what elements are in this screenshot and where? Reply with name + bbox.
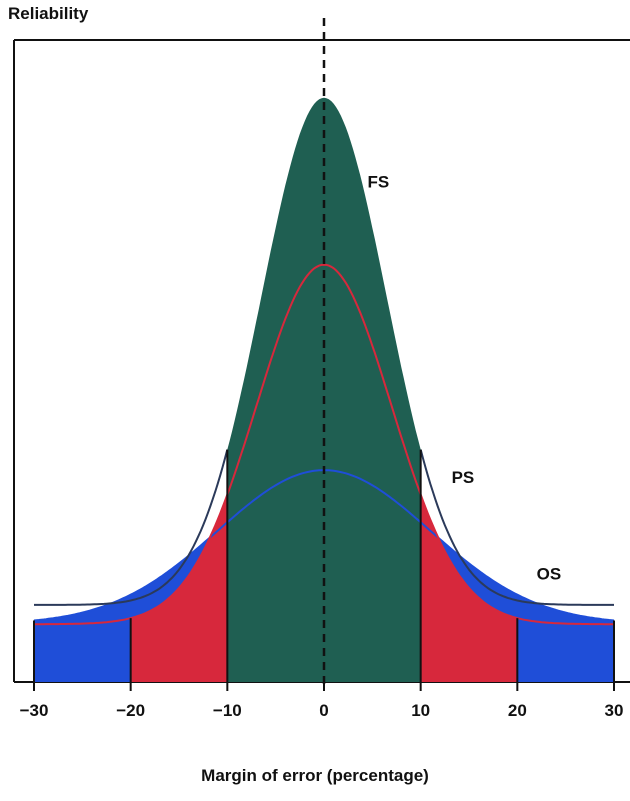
x-tick-label: 30: [605, 701, 624, 720]
x-tick-label: −30: [20, 701, 49, 720]
x-tick-layer: −30 −20 −10 0 10 20 30: [20, 682, 624, 720]
x-tick-label: 0: [319, 701, 328, 720]
series-label-os: OS: [537, 564, 562, 583]
x-tick-label: −10: [213, 701, 242, 720]
y-axis-label: Reliability: [8, 4, 89, 23]
curve-fs-right-tail: [419, 449, 614, 606]
x-tick-label: 10: [411, 701, 430, 720]
curve-fs-left-tail: [34, 449, 229, 606]
series-label-ps: PS: [452, 468, 475, 487]
series-label-fs: FS: [368, 173, 390, 192]
region-boundary-layer: [33, 449, 615, 682]
series-label-layer: FS PS OS: [368, 173, 562, 584]
x-tick-label: −20: [116, 701, 145, 720]
x-tick-label: 20: [508, 701, 527, 720]
x-axis-label: Margin of error (percentage): [201, 766, 429, 785]
